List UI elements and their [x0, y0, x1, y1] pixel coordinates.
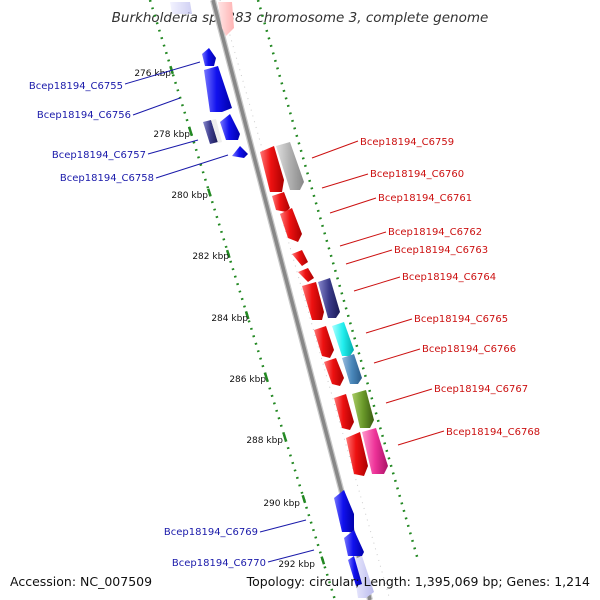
- map-title: Burkholderia sp. 383 chromosome 3, compl…: [112, 10, 489, 26]
- gene-arrow-forward[interactable]: [346, 432, 368, 476]
- callout-line: [132, 97, 181, 116]
- gene-label-cw[interactable]: Bcep18194_C6763: [394, 245, 488, 256]
- gene-arrow-cog[interactable]: [276, 142, 304, 190]
- summary-text: Topology: circular; Length: 1,395,069 bp…: [246, 574, 590, 589]
- gene-arrow-forward[interactable]: [298, 268, 314, 282]
- accession-text: Accession: NC_007509: [10, 574, 152, 589]
- gene-label-cw[interactable]: Bcep18194_C6764: [402, 272, 496, 283]
- gene-arrow-reverse[interactable]: [220, 114, 240, 140]
- gene-arrow-reverse-faint[interactable]: [352, 556, 374, 598]
- scale-tick-mark: [188, 127, 193, 136]
- gene-arrow-faint[interactable]: [170, 2, 192, 14]
- gene-label-cw[interactable]: Bcep18194_C6762: [388, 227, 482, 238]
- gene-arrow-reverse[interactable]: [348, 556, 362, 586]
- tick-label: 284 kbp: [211, 314, 248, 324]
- gene-label-cw[interactable]: Bcep18194_C6761: [378, 193, 472, 204]
- callout-line: [321, 173, 369, 189]
- gene-arrow-reverse[interactable]: [344, 530, 364, 556]
- scale-tick-mark: [263, 372, 269, 381]
- gene-label-cw[interactable]: Bcep18194_C6766: [422, 344, 516, 355]
- callout-line: [259, 519, 307, 533]
- callout-line: [155, 154, 229, 179]
- gene-label-cw[interactable]: Bcep18194_C6760: [370, 169, 464, 180]
- gene-arrow-reverse[interactable]: [232, 146, 248, 158]
- callout-line: [124, 61, 201, 85]
- gene-arrow-cog[interactable]: [203, 120, 218, 144]
- callout-line: [147, 139, 199, 155]
- gene-arrow-cog[interactable]: [211, 119, 222, 143]
- callout-line: [329, 197, 377, 214]
- callout-line: [339, 231, 387, 247]
- gene-label-ccw[interactable]: Bcep18194_C6769: [164, 527, 258, 538]
- tick-label: 290 kbp: [263, 499, 300, 509]
- gene-arrow-forward[interactable]: [302, 282, 324, 320]
- gene-arrow-cog[interactable]: [332, 322, 354, 356]
- gene-arrow-forward[interactable]: [260, 146, 284, 192]
- callout-line: [345, 249, 393, 265]
- tick-label: 278 kbp: [153, 130, 190, 140]
- gene-label-cw[interactable]: Bcep18194_C6759: [360, 137, 454, 148]
- gene-arrow-faint[interactable]: [218, 2, 234, 36]
- gene-arrow-forward[interactable]: [280, 208, 302, 242]
- gene-arrow-forward[interactable]: [314, 326, 334, 358]
- callout-line: [385, 388, 433, 404]
- tick-label: 280 kbp: [171, 191, 208, 201]
- tick-label: 286 kbp: [229, 375, 266, 385]
- callout-line: [267, 549, 315, 563]
- scale-tick-mark: [244, 311, 250, 320]
- tick-label: 282 kbp: [192, 252, 229, 262]
- callout-line: [353, 276, 401, 292]
- gene-label-cw[interactable]: Bcep18194_C6768: [446, 427, 540, 438]
- scale-tick-mark: [301, 494, 307, 504]
- gene-arrow-forward[interactable]: [334, 394, 354, 430]
- gene-arrow-reverse[interactable]: [334, 490, 354, 532]
- gene-arrow-reverse[interactable]: [204, 66, 232, 112]
- scale-tick-mark: [225, 249, 231, 259]
- inner-track-dotted: [219, 0, 391, 600]
- callout-line: [373, 348, 421, 364]
- gene-label-ccw[interactable]: Bcep18194_C6758: [60, 173, 154, 184]
- gene-arrow-reverse[interactable]: [202, 48, 216, 66]
- gene-label-ccw[interactable]: Bcep18194_C6757: [52, 150, 146, 161]
- callout-line: [397, 430, 445, 446]
- gene-arrow-forward[interactable]: [324, 358, 344, 386]
- tick-label: 292 kbp: [278, 560, 315, 570]
- scale-tick-mark: [320, 556, 326, 565]
- callout-line: [365, 318, 413, 334]
- gene-label-cw[interactable]: Bcep18194_C6767: [434, 384, 528, 395]
- scale-tick-mark: [207, 188, 212, 197]
- gene-arrow-cog[interactable]: [318, 278, 340, 318]
- gene-arrow-cog[interactable]: [362, 428, 388, 474]
- gene-label-cw[interactable]: Bcep18194_C6765: [414, 314, 508, 325]
- tick-label: 276 kbp: [134, 69, 171, 79]
- gene-label-ccw[interactable]: Bcep18194_C6756: [37, 110, 131, 121]
- gene-arrow-cog[interactable]: [342, 354, 362, 384]
- gene-label-ccw[interactable]: Bcep18194_C6755: [29, 81, 123, 92]
- gene-arrow-cog[interactable]: [352, 390, 374, 428]
- gene-label-ccw[interactable]: Bcep18194_C6770: [172, 558, 266, 569]
- callout-line: [311, 140, 359, 159]
- gene-arrow-forward[interactable]: [292, 250, 308, 266]
- scale-tick-mark: [282, 433, 288, 442]
- tick-label: 288 kbp: [246, 436, 283, 446]
- outer-track-dotted: [256, 0, 420, 561]
- gene-arrow-forward[interactable]: [272, 192, 290, 212]
